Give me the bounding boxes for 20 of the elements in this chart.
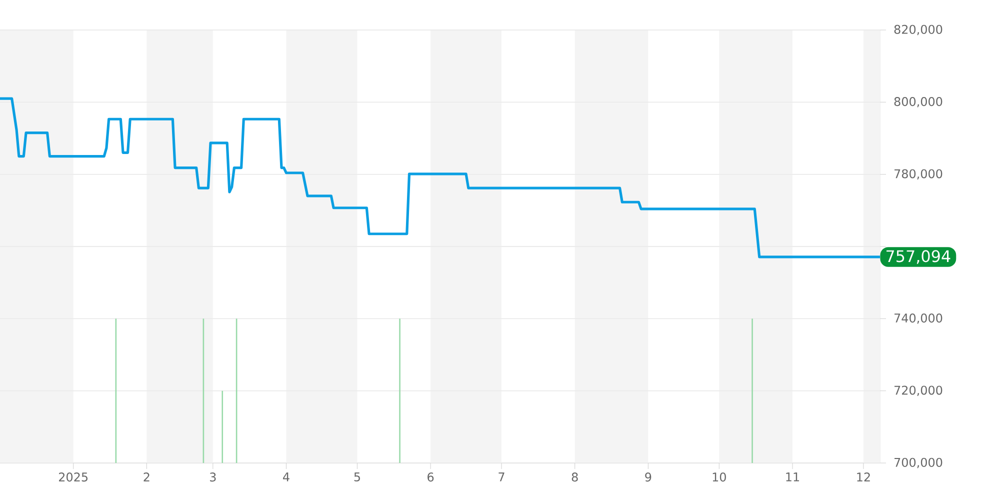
- y-tick-label: 700,000: [894, 458, 942, 468]
- x-tick-label: 7: [498, 472, 504, 482]
- annotation: 757,094: [886, 250, 950, 264]
- y-tick-label: 780,000: [894, 169, 942, 180]
- x-tick-label: 5: [354, 472, 360, 482]
- x-tick-label: 9: [645, 472, 652, 482]
- x-tick-label: 6: [428, 472, 434, 482]
- x-tick-label: 12: [857, 472, 870, 482]
- y-tick-label: 720,000: [894, 386, 942, 396]
- y-tick-label: 820,000: [894, 24, 942, 36]
- x-tick-label: 8: [572, 472, 578, 482]
- x-tick-label: 10: [712, 472, 726, 482]
- y-tick-label: 740,000: [894, 314, 942, 324]
- x-tick-label: 2025: [58, 472, 88, 482]
- x-tick-label: 4: [283, 472, 290, 482]
- x-tick-label: 2: [144, 472, 150, 482]
- x-tick-label: 3: [210, 472, 216, 482]
- line-series: [0, 97, 882, 258]
- x-tick-label: 11: [786, 472, 799, 482]
- y-tick-label: 800,000: [894, 97, 942, 108]
